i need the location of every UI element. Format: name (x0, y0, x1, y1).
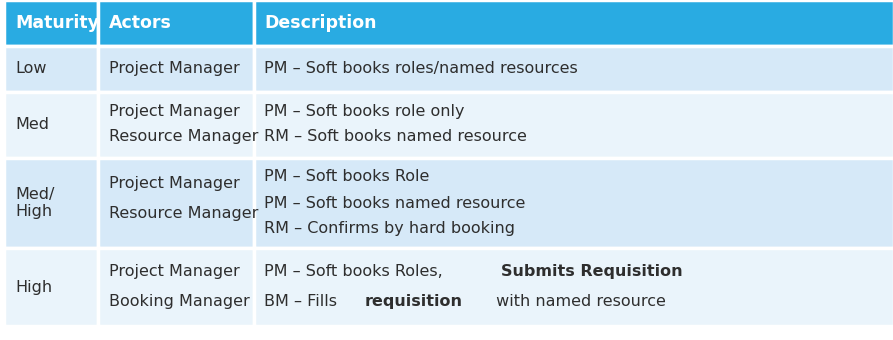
Text: High: High (15, 280, 53, 295)
Text: Low: Low (15, 61, 46, 76)
Text: Project Manager: Project Manager (109, 61, 239, 76)
Text: Resource Manager: Resource Manager (109, 206, 258, 221)
Text: BM – Fills: BM – Fills (264, 294, 342, 309)
FancyBboxPatch shape (4, 92, 98, 158)
FancyBboxPatch shape (98, 248, 254, 326)
FancyBboxPatch shape (98, 0, 254, 46)
Text: Booking Manager: Booking Manager (109, 294, 249, 309)
Text: PM – Soft books role only: PM – Soft books role only (264, 104, 464, 119)
Text: requisition: requisition (364, 294, 463, 309)
Text: Actors: Actors (109, 14, 171, 32)
FancyBboxPatch shape (254, 158, 893, 248)
FancyBboxPatch shape (4, 46, 98, 92)
FancyBboxPatch shape (254, 0, 893, 46)
Text: PM – Soft books roles/named resources: PM – Soft books roles/named resources (264, 61, 578, 76)
Text: PM – Soft books named resource: PM – Soft books named resource (264, 195, 526, 211)
FancyBboxPatch shape (254, 92, 893, 158)
Text: Maturity: Maturity (15, 14, 99, 32)
Text: Med: Med (15, 117, 49, 133)
Text: Submits Requisition: Submits Requisition (501, 264, 682, 279)
FancyBboxPatch shape (98, 46, 254, 92)
Text: RM – Confirms by hard booking: RM – Confirms by hard booking (264, 221, 515, 236)
Text: Description: Description (264, 14, 377, 32)
FancyBboxPatch shape (4, 0, 98, 46)
Text: PM – Soft books Roles,: PM – Soft books Roles, (264, 264, 448, 279)
Text: with named resource: with named resource (490, 294, 665, 309)
FancyBboxPatch shape (98, 92, 254, 158)
Text: PM – Soft books Role: PM – Soft books Role (264, 169, 430, 184)
Text: Project Manager: Project Manager (109, 264, 239, 279)
Text: Project Manager: Project Manager (109, 176, 239, 191)
FancyBboxPatch shape (254, 248, 893, 326)
FancyBboxPatch shape (4, 248, 98, 326)
FancyBboxPatch shape (254, 46, 893, 92)
Text: RM – Soft books named resource: RM – Soft books named resource (264, 130, 527, 144)
Text: Project Manager: Project Manager (109, 104, 239, 119)
Text: Resource Manager: Resource Manager (109, 130, 258, 144)
FancyBboxPatch shape (98, 158, 254, 248)
FancyBboxPatch shape (4, 158, 98, 248)
Text: Med/
High: Med/ High (15, 187, 54, 219)
